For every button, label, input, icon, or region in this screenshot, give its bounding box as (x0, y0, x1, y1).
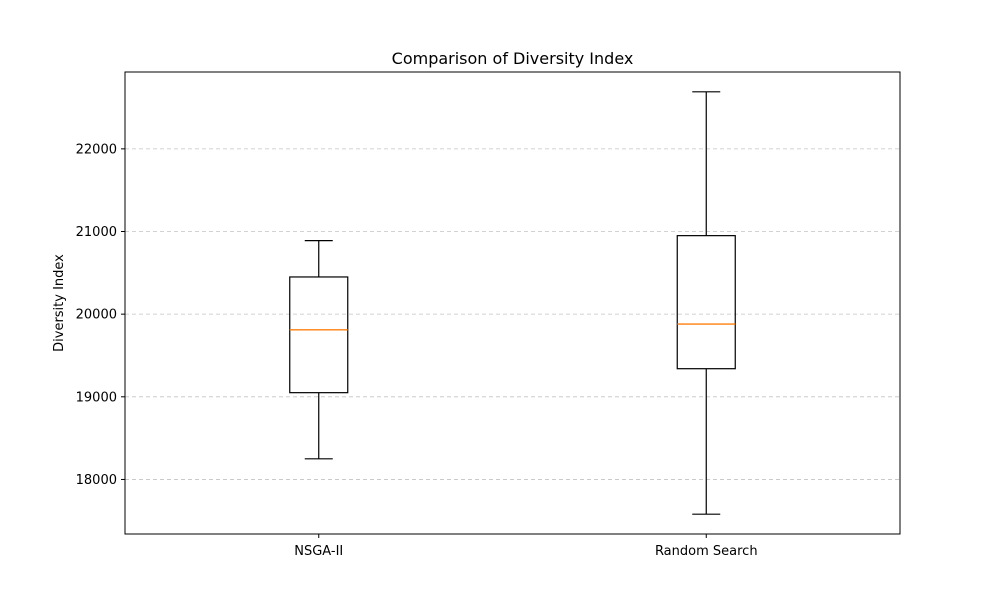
box-nsga-ii (289, 240, 349, 460)
y-axis-label: Diversity Index (52, 254, 67, 352)
x-tick-label: NSGA-II (294, 544, 343, 559)
y-tick-label: 21000 (76, 225, 117, 240)
boxes-layer (289, 91, 736, 515)
box-random-search (676, 91, 736, 515)
plot-frame (124, 71, 901, 535)
y-tick-label: 19000 (76, 390, 117, 405)
iqr-box (289, 276, 349, 394)
x-tick-label: Random Search (655, 544, 758, 559)
y-tick-label: 22000 (76, 142, 117, 157)
y-tick-label: 20000 (76, 308, 117, 323)
chart-title: Comparison of Diversity Index (392, 49, 634, 68)
grid-layer (125, 148, 900, 480)
x-axis: NSGA-II Random Search (294, 534, 758, 559)
y-tick-label: 18000 (76, 473, 117, 488)
iqr-box (676, 235, 736, 370)
y-axis: 18000 19000 20000 21000 22000 (76, 142, 125, 488)
